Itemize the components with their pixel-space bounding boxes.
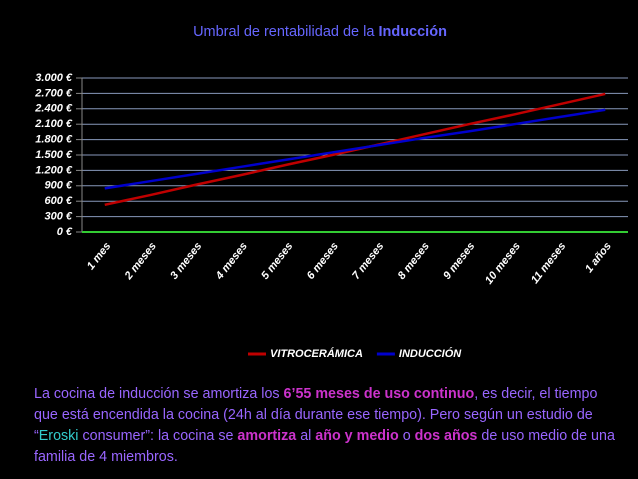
note-run: 6’55 meses de uso continuo [283, 386, 475, 402]
x-tick-label: 7 meses [350, 240, 386, 282]
y-tick-label: 1.200 € [35, 164, 73, 176]
y-tick-label: 1.800 € [35, 134, 73, 146]
note: La cocina de inducción se amortiza los 6… [34, 384, 624, 468]
note-run: amortiza [237, 428, 297, 444]
note-run: al [296, 428, 316, 444]
y-tick-label: 600 € [44, 195, 72, 207]
y-tick-label: 2.700 € [34, 87, 73, 99]
x-tick-label: 11 meses [529, 240, 568, 286]
y-tick-label: 1.500 € [35, 149, 73, 161]
x-tick-label: 5 meses [259, 240, 295, 282]
x-tick-label: 10 meses [483, 240, 523, 286]
series-line [104, 108, 606, 190]
note-run: año y medio [315, 428, 399, 444]
x-tick-label: 1 mes [85, 240, 114, 272]
y-tick-label: 0 € [57, 226, 73, 238]
chart: Umbral de rentabilidad de la Inducción 0… [34, 24, 628, 360]
x-tick-label: 2 meses [122, 240, 159, 282]
note-run: de uso medio de una familia de 4 miembro… [34, 428, 615, 465]
x-tick-label: 6 meses [305, 240, 341, 282]
y-tick-label: 900 € [44, 180, 72, 192]
x-tick-label: 3 meses [168, 240, 204, 282]
note-run: Eroski [38, 428, 79, 444]
y-tick-label: 2.100 € [34, 118, 73, 130]
title-text: Umbral de rentabilidad de la [193, 24, 375, 40]
legend-label: INDUCCIÓN [399, 347, 462, 360]
y-tick-label: 3.000 € [35, 72, 73, 84]
note-run: , es decir, el tiempo que está encendida… [34, 386, 598, 444]
legend-label: VITROCERÁMICA [270, 347, 363, 360]
note-run: o [398, 428, 415, 444]
note-run: dos años [414, 428, 478, 444]
x-tick-label: 1 años [583, 240, 614, 275]
note-run: La cocina de inducción se amortiza los [34, 386, 284, 402]
chart-title: Umbral de rentabilidad de la Inducción [193, 24, 447, 40]
x-tick-label: 9 meses [441, 240, 477, 282]
title-emphasis: Inducción [378, 24, 446, 40]
y-tick-label: 2.400 € [34, 103, 73, 115]
y-tick-label: 300 € [44, 211, 72, 223]
note-run: consumer”: la cocina se [78, 428, 238, 444]
x-tick-label: 8 meses [396, 240, 432, 282]
x-tick-label: 4 meses [213, 240, 250, 282]
